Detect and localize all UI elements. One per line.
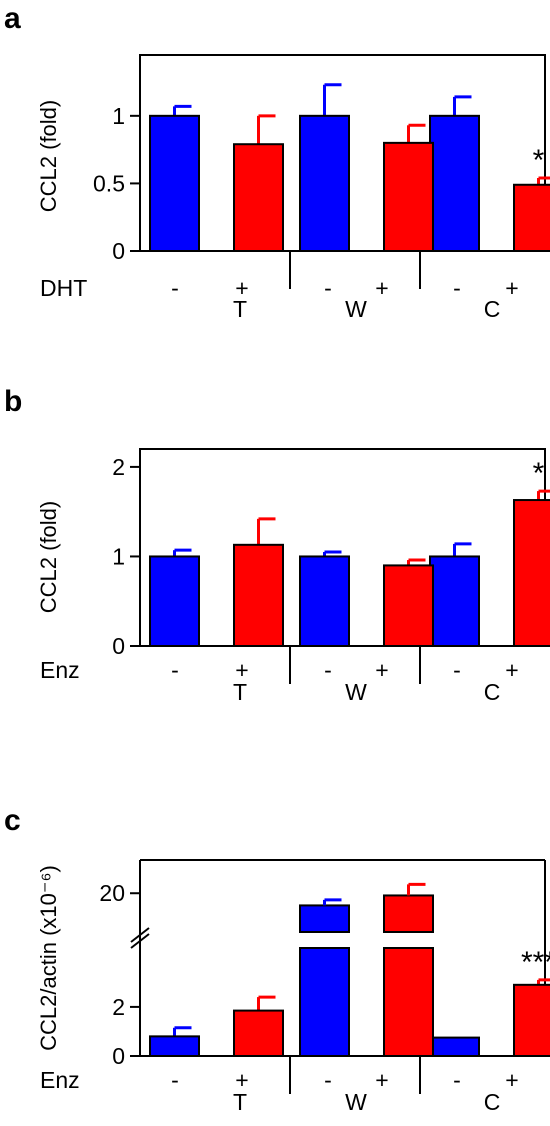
group-label: T (233, 296, 247, 322)
group-label: W (345, 679, 367, 705)
condition-label: + (505, 275, 518, 301)
bar (149, 114, 200, 252)
treatment-label-b: Enz (40, 657, 80, 683)
significance-marker: * (533, 144, 545, 177)
y-tick-label: 0 (112, 1043, 125, 1069)
significance-marker: *** (521, 946, 550, 979)
treatment-label-c: Enz (40, 1067, 80, 1093)
y-tick-label: 0 (112, 633, 125, 659)
bar (383, 141, 434, 253)
bar (429, 1036, 480, 1058)
bar (299, 555, 350, 647)
bar (149, 555, 200, 647)
y-axis-label-b: CCL2 (fold) (36, 501, 61, 613)
bar (383, 564, 434, 648)
condition-label: - (171, 275, 179, 301)
condition-label: - (453, 275, 461, 301)
panel-label-b: b (4, 385, 22, 418)
condition-label: + (375, 275, 388, 301)
y-tick-label: 2 (112, 454, 125, 480)
group-label: C (484, 1089, 501, 1115)
y-tick-label: 1 (112, 103, 125, 129)
group-label: W (345, 296, 367, 322)
condition-label: - (453, 657, 461, 683)
condition-label: + (235, 275, 248, 301)
panel-b: b CCL2 (fold) Enz 012 *- +T- +W- +C (4, 385, 550, 705)
y-axis-label-a: CCL2 (fold) (36, 100, 61, 212)
panel-a: a CCL2 (fold) DHT 00.51*- +T- +W- +C (4, 2, 550, 322)
bar (513, 983, 550, 1057)
bar (233, 1009, 284, 1057)
y-axis-label-c: CCL2/actin (x10⁻⁶) (36, 865, 61, 1051)
bar (299, 114, 350, 252)
panel-label-c: c (4, 804, 21, 837)
condition-label: - (453, 1067, 461, 1093)
bar (429, 555, 480, 647)
condition-label: + (505, 1067, 518, 1093)
condition-label: + (375, 657, 388, 683)
y-tick-label: 0.5 (93, 170, 125, 196)
bar (383, 894, 434, 934)
bar (233, 543, 284, 648)
y-tick-label: 0 (112, 238, 125, 264)
bar (513, 499, 550, 648)
bar (149, 1035, 200, 1058)
condition-label: - (171, 657, 179, 683)
y-tick-label: 20 (99, 880, 125, 906)
condition-label: - (171, 1067, 179, 1093)
condition-label: + (505, 657, 518, 683)
group-label: C (484, 296, 501, 322)
bar (299, 947, 350, 1057)
treatment-label-a: DHT (40, 275, 87, 301)
bar (383, 947, 434, 1057)
y-tick-label: 1 (112, 543, 125, 569)
bar (299, 904, 350, 934)
significance-marker: * (533, 457, 545, 490)
condition-label: + (235, 657, 248, 683)
axis-break-mark (130, 933, 150, 949)
panel-label-a: a (4, 2, 21, 35)
group-label: C (484, 679, 501, 705)
bar (233, 143, 284, 252)
bar (513, 183, 550, 252)
axis-break-mark (130, 927, 150, 943)
condition-label: - (324, 657, 332, 683)
group-label: T (233, 679, 247, 705)
group-label: W (345, 1089, 367, 1115)
condition-label: + (375, 1067, 388, 1093)
condition-label: - (324, 275, 332, 301)
bar (429, 114, 480, 252)
panel-c: c CCL2/actin (x10⁻⁶) Enz 0220***-+T-+W-+… (4, 804, 550, 1115)
group-label: T (233, 1089, 247, 1115)
y-tick-label: 2 (112, 994, 125, 1020)
condition-label: + (235, 1067, 248, 1093)
condition-label: - (324, 1067, 332, 1093)
